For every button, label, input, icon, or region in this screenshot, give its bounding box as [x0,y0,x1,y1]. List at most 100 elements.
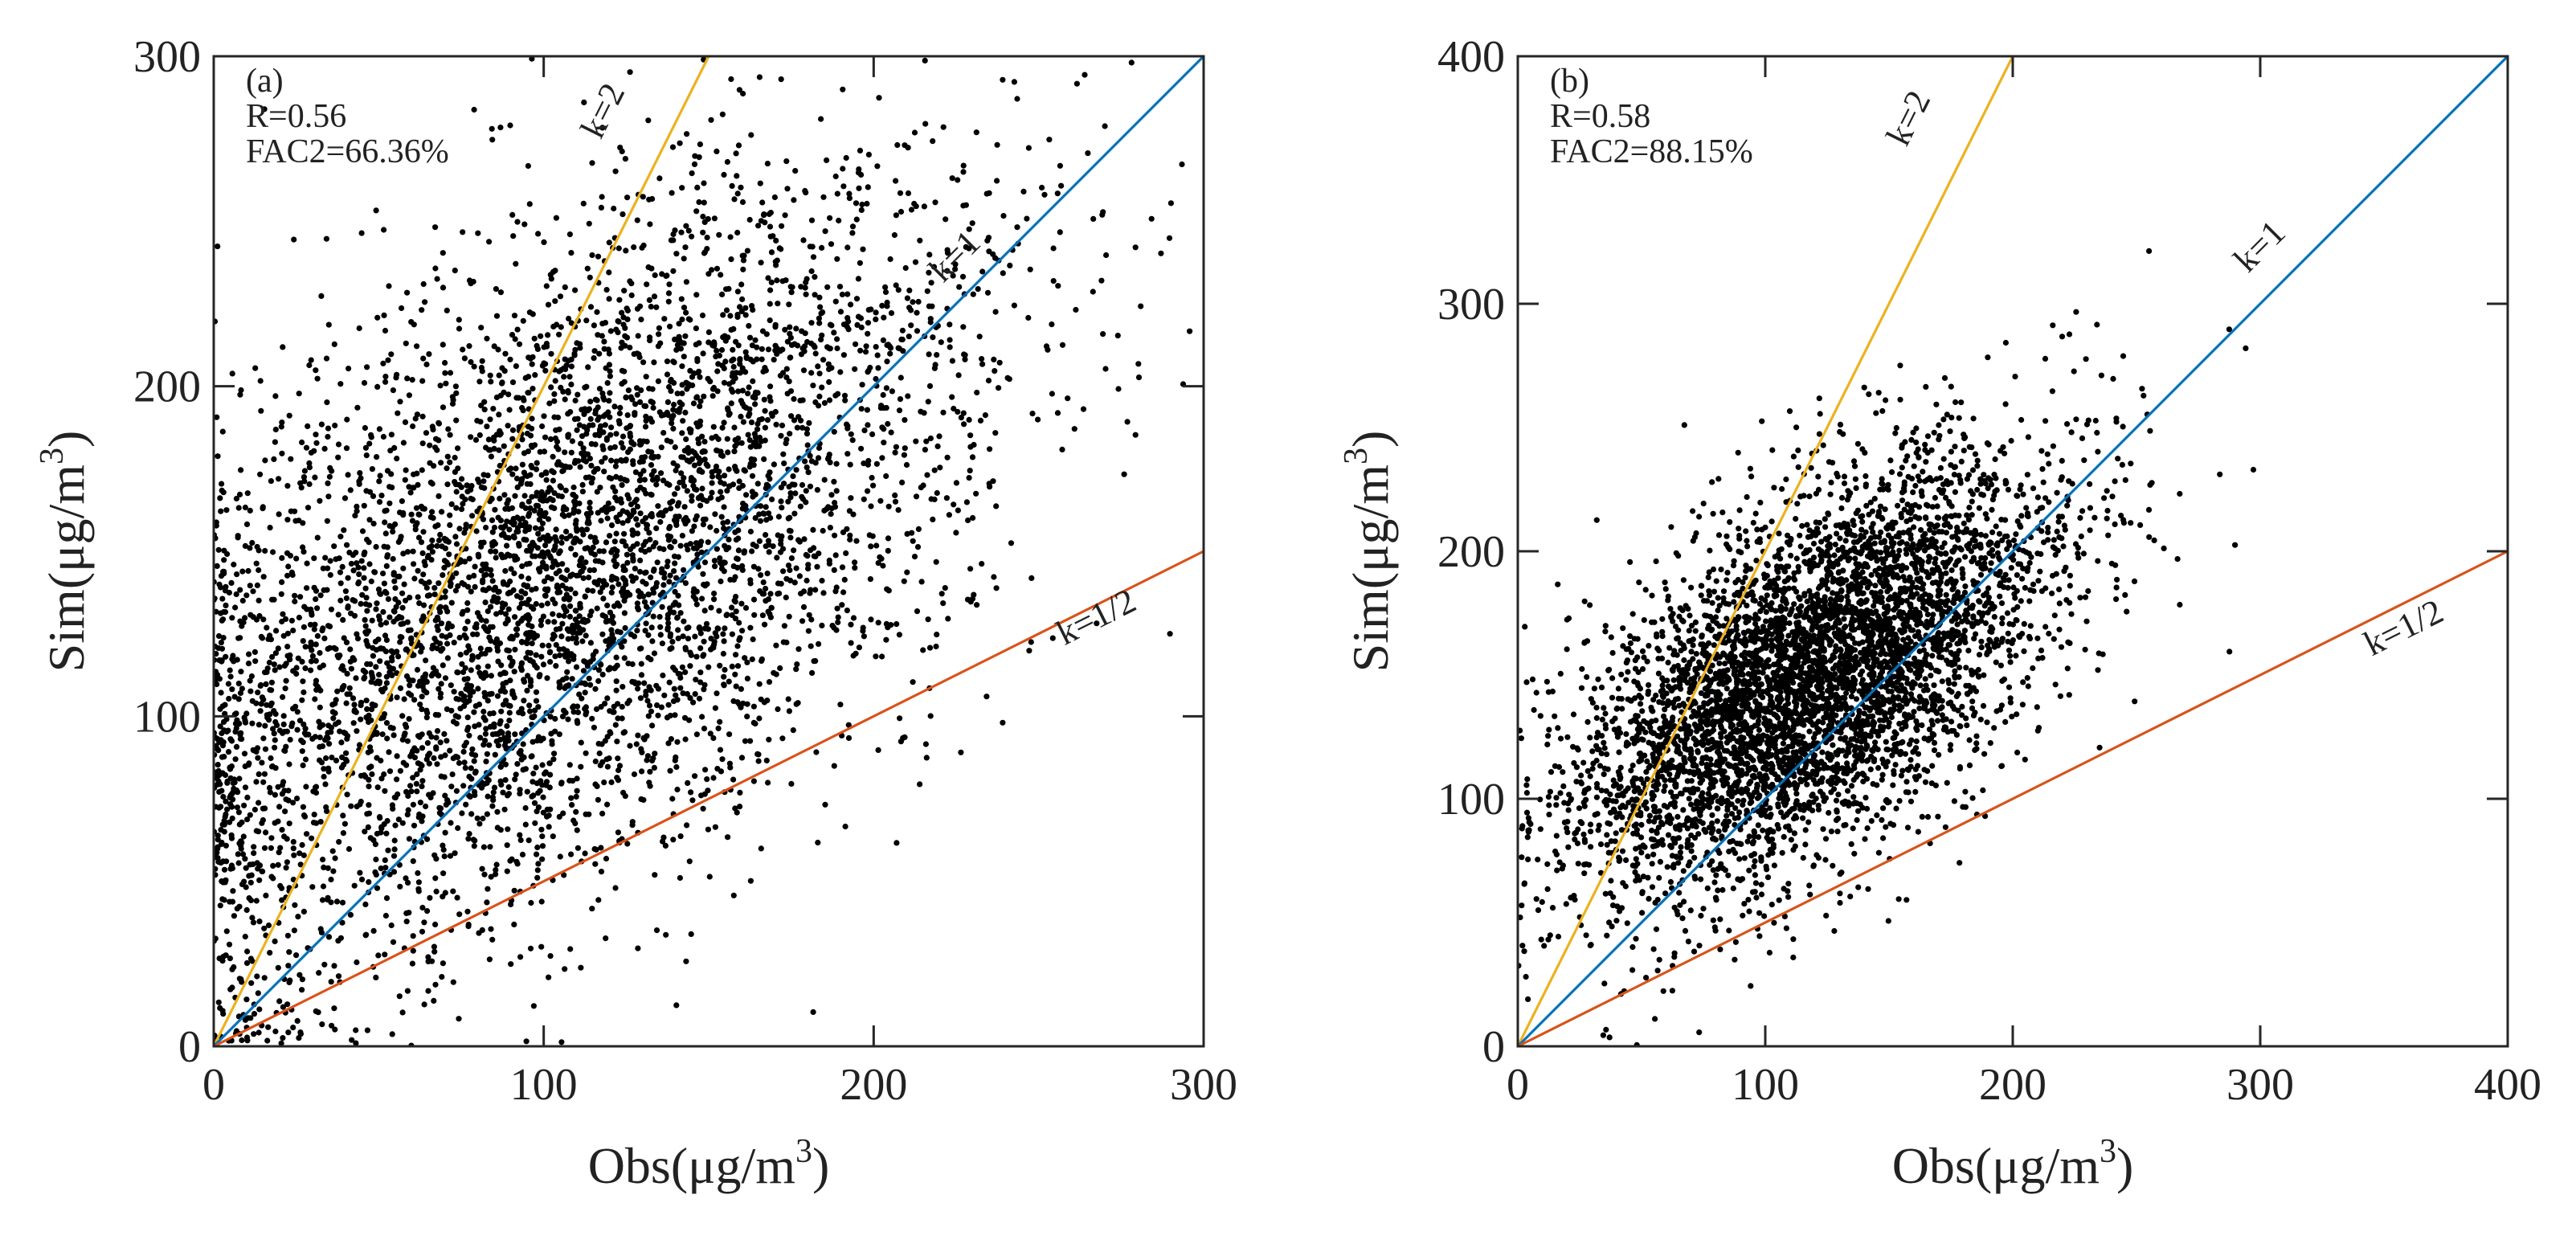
scatter-point [705,826,712,833]
scatter-point [738,440,745,446]
scatter-point [816,444,823,452]
scatter-point [219,645,226,652]
scatter-point [551,490,558,497]
scatter-point [299,987,305,993]
scatter-point [255,755,261,761]
scatter-point [324,518,330,524]
scatter-point [456,696,462,702]
scatter-point [577,464,583,470]
scatter-point [599,125,606,131]
scatter-point [979,268,986,275]
scatter-point [477,734,484,741]
scatter-point [247,583,253,589]
scatter-point [1011,302,1017,309]
scatter-point [1000,76,1006,83]
scatter-point [598,869,605,875]
scatter-point [538,472,545,478]
scatter-point [734,288,742,295]
scatter-point [879,455,885,461]
scatter-point [637,485,644,491]
scatter-point [794,424,801,431]
scatter-point [627,278,633,284]
scatter-point [722,542,728,549]
scatter-point [463,739,470,746]
scatter-point [868,503,874,509]
scatter-point [934,352,940,358]
scatter-point [517,837,524,844]
scatter-point [566,512,572,518]
scatter-point [261,925,268,931]
scatter-point [294,1017,301,1024]
scatter-point [366,561,373,567]
scatter-point [235,789,241,796]
scatter-point [447,432,453,438]
scatter-point [624,559,631,566]
scatter-point [524,430,531,437]
scatter-point [558,324,564,330]
scatter-point [548,350,554,357]
scatter-point [716,608,722,614]
scatter-point [619,684,626,690]
scatter-point [831,478,837,485]
scatter-point [554,582,561,589]
scatter-point [898,739,904,745]
scatter-point [783,277,789,284]
scatter-point [251,649,258,656]
scatter-point [410,548,416,554]
scatter-point [913,493,920,500]
scatter-point [627,546,634,553]
scatter-point [603,638,609,644]
scatter-point [251,1031,257,1037]
scatter-point [599,459,605,465]
scatter-point [677,140,683,146]
scatter-point [764,161,771,167]
scatter-point [648,462,655,469]
scatter-point [592,538,599,544]
scatter-point [292,508,298,514]
scatter-point [574,703,581,710]
scatter-point [414,771,420,778]
scatter-point [490,406,497,412]
scatter-point [278,591,284,597]
scatter-point [616,410,624,417]
scatter-point [331,543,337,550]
scatter-point [403,875,409,882]
scatter-point [737,356,743,362]
scatter-point [926,269,932,276]
scatter-point [885,587,892,594]
scatter-point [665,298,672,305]
scatter-point [604,515,611,522]
scatter-point [902,264,909,272]
scatter-point [793,325,799,332]
scatter-point [746,437,753,444]
scatter-point [966,475,972,481]
scatter-point [471,363,477,370]
scatter-point [810,526,816,534]
scatter-point [670,837,677,843]
scatter-point [256,877,263,883]
scatter-point [594,309,600,315]
scatter-point [343,700,350,706]
scatter-point [364,364,370,370]
scatter-point [373,606,379,612]
scatter-point [741,548,748,554]
scatter-point [607,328,614,334]
scatter-point [970,514,976,522]
scatter-point [682,333,689,339]
scatter-point [399,1009,406,1016]
scatter-point [831,763,837,769]
scatter-point [249,720,256,726]
scatter-point [221,821,227,828]
scatter-point [545,332,551,338]
scatter-point [609,584,615,591]
scatter-point [554,321,560,328]
scatter-point [562,449,568,456]
scatter-point [426,760,432,767]
scatter-point [799,481,806,489]
scatter-point [530,714,536,721]
scatter-point [864,200,870,207]
scatter-point [631,771,638,778]
scatter-point [368,432,374,439]
scatter-point [681,305,688,311]
scatter-point [619,715,625,722]
